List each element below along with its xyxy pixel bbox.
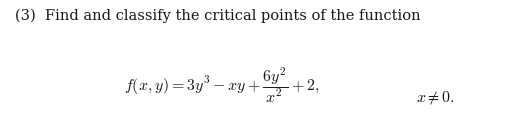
Text: $f(x, y) = 3y^3 - xy + \dfrac{6y^2}{x^2} + 2,$: $f(x, y) = 3y^3 - xy + \dfrac{6y^2}{x^2}… <box>124 66 319 106</box>
Text: $x \neq 0.$: $x \neq 0.$ <box>416 89 455 106</box>
Text: (3)  Find and classify the critical points of the function: (3) Find and classify the critical point… <box>15 9 421 23</box>
